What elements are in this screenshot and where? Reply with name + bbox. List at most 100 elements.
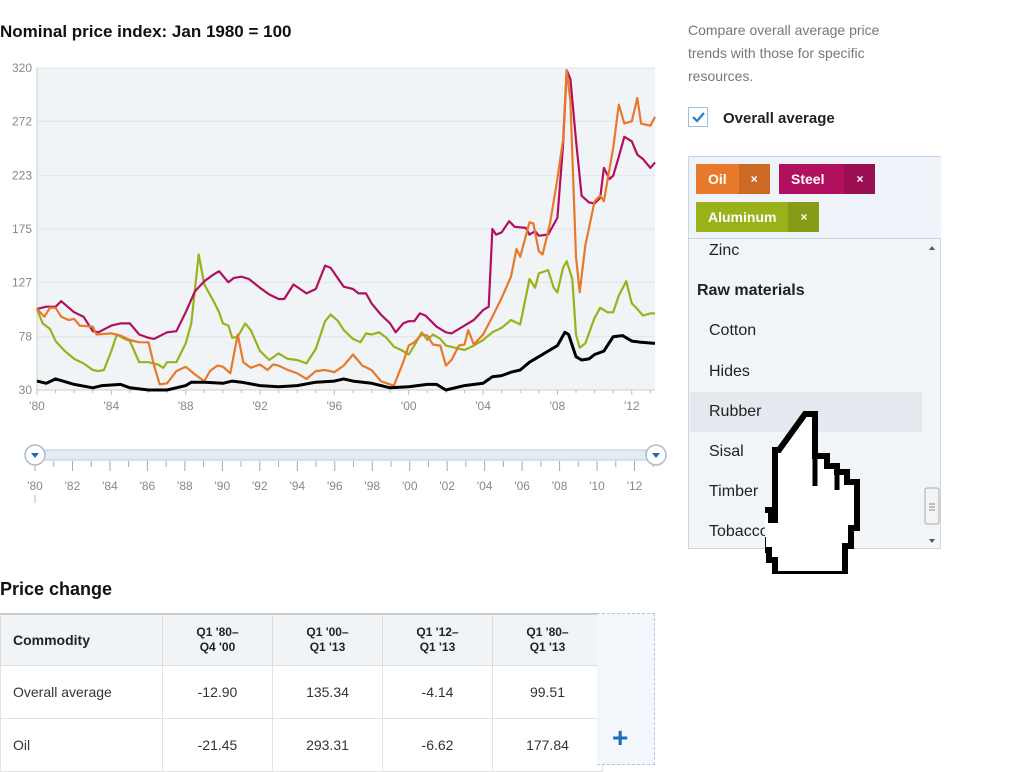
x-tick-label: '04 [475,399,491,413]
overall-average-checkbox[interactable] [688,107,708,127]
list-item[interactable]: Zinc [709,242,740,259]
x-tick-label: '92 [252,399,268,413]
table-header-row: Commodity Q1 '80– Q4 '00 Q1 '00– Q1 '13 Q1… [0,613,603,666]
remove-icon[interactable]: × [844,164,876,194]
y-tick-label: 78 [19,330,33,344]
y-tick-label: 175 [12,222,32,236]
remove-icon[interactable]: × [788,202,820,232]
header-label: Q4 '00 [199,640,236,654]
table-row: Overall average -12.90 135.34 -4.14 99.5… [0,665,603,719]
x-tick-label: '12 [624,399,640,413]
cell-commodity: Overall average [0,665,163,719]
chart-title: Nominal price index: Jan 1980 = 100 [0,22,292,41]
series-line-aluminum [35,253,655,373]
price-change-table: Commodity Q1 '80– Q4 '00 Q1 '00– Q1 '13 Q1… [0,613,603,772]
y-tick-label: 272 [12,114,32,128]
price-change-heading: Price change [0,579,113,599]
header-label: Q1 '13 [309,640,346,654]
triangle-down-icon [31,453,39,458]
list-item[interactable]: Cotton [709,322,757,339]
slider-tick-label: '98 [364,479,380,493]
cell-value: 99.51 [492,665,603,719]
slider-tick-label: '96 [327,479,343,493]
list-item[interactable]: Rubber [709,403,762,420]
slider-tick-label: '82 [65,479,81,493]
col-commodity[interactable]: Commodity [0,613,163,666]
slider-tick-label: '12 [627,479,643,493]
line-chart: 30 78 127 175 223 272 320 '80 '84 '88 '92 '96 '00 '04… [12,61,667,503]
cell-commodity: Oil [0,718,163,772]
header-label: Q1 '12– [416,625,459,639]
scroll-thumb[interactable] [924,487,940,525]
x-tick-label: '08 [550,399,566,413]
slider-tick-label: '90 [215,479,231,493]
cell-value: -6.62 [382,718,493,772]
triangle-down-icon [652,453,660,458]
x-tick-label: '88 [178,399,194,413]
slider-tick-label: '86 [140,479,156,493]
slider-tick-label: '10 [589,479,605,493]
slider-tick-label: '08 [552,479,568,493]
tag-steel: Steel × [779,164,876,194]
scroll-up-icon[interactable] [929,246,935,250]
slider-tick-label: '00 [402,479,418,493]
col-period[interactable]: Q1 '12– Q1 '13 [382,613,493,666]
slider-tick-label: '04 [477,479,493,493]
cell-value: -21.45 [162,718,273,772]
slider-tick-label: '06 [514,479,530,493]
header-label: Q1 '80– [196,625,239,639]
header-label: Q1 '80– [526,625,569,639]
col-period[interactable]: Q1 '00– Q1 '13 [272,613,383,666]
slider-tick-label: '80 [27,479,43,493]
slider-tick-label: '92 [252,479,268,493]
add-column-area[interactable] [597,613,655,765]
panel-intro: Compare overall average price trends wit… [688,22,880,84]
slider-tick-label: '94 [289,479,305,493]
cell-value: -12.90 [162,665,273,719]
tag-label: Oil [708,171,727,187]
tag-oil: Oil × [696,164,770,194]
series-line-oil [36,69,656,387]
x-tick-label: '96 [327,399,343,413]
list-group-header: Raw materials [697,282,805,299]
x-tick-label: '84 [104,399,120,413]
x-tick-label: '80 [29,399,45,413]
cell-value: 177.84 [492,718,603,772]
y-tick-label: 223 [12,169,32,183]
header-label: Commodity [13,631,90,648]
header-label: Q1 '00– [306,625,349,639]
y-tick-label: 30 [19,383,33,397]
checkbox-label[interactable]: Overall average [723,110,835,127]
add-commodity-button[interactable]: + [612,722,629,753]
series-line-overall-average [36,330,656,392]
list-item[interactable]: Timber [709,483,759,500]
x-tick-label: '00 [401,399,417,413]
y-tick-label: 320 [12,61,32,75]
slider-tick-label: '88 [177,479,193,493]
tag-label: Steel [791,171,825,187]
tag-aluminum: Aluminum × [696,202,820,232]
col-period[interactable]: Q1 '80– Q4 '00 [162,613,273,666]
hand-cursor-icon [765,411,860,574]
selected-tags[interactable]: Oil × Steel × Aluminum × [689,157,941,239]
checkmark-icon [692,112,705,123]
scrollbar[interactable] [923,238,941,548]
table-row: Oil -21.45 293.31 -6.62 177.84 [0,718,603,772]
cell-value: -4.14 [382,665,493,719]
tag-label: Aluminum [708,209,777,225]
slider-tick-label: '84 [102,479,118,493]
cell-value: 293.31 [272,718,383,772]
cell-value: 135.34 [272,665,383,719]
y-tick-label: 127 [12,275,32,289]
remove-icon[interactable]: × [738,164,770,194]
col-period[interactable]: Q1 '80– Q1 '13 [492,613,603,666]
range-slider-track[interactable] [36,449,656,461]
header-label: Q1 '13 [529,640,566,654]
series-line-steel [36,69,656,340]
list-item[interactable]: Hides [709,363,750,380]
scroll-down-icon[interactable] [929,539,935,543]
header-label: Q1 '13 [419,640,456,654]
list-item[interactable]: Tobacco [709,523,769,540]
slider-tick-label: '02 [439,479,455,493]
list-item[interactable]: Sisal [709,443,744,460]
